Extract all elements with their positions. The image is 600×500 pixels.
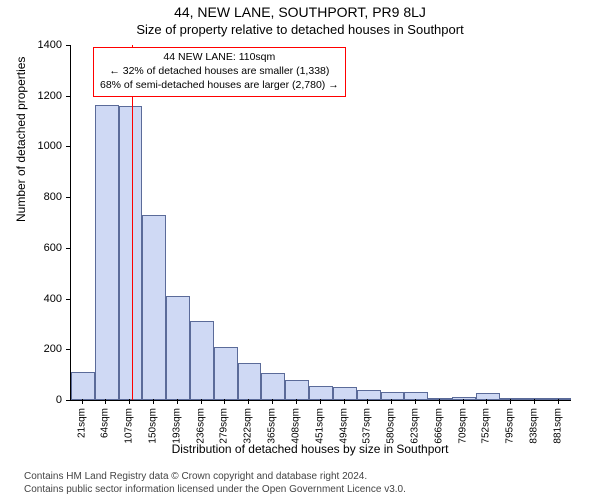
- histogram-bar: [404, 392, 428, 400]
- histogram-bar: [285, 380, 309, 400]
- x-tick-mark: [320, 399, 321, 404]
- x-tick-mark: [558, 399, 559, 404]
- annotation-line: 68% of semi-detached houses are larger (…: [100, 78, 339, 92]
- x-tick-label: 408sqm: [290, 408, 301, 444]
- x-axis-label: Distribution of detached houses by size …: [0, 442, 600, 456]
- x-tick-label: 451sqm: [314, 408, 325, 444]
- x-tick-label: 838sqm: [529, 408, 540, 444]
- chart-container: 44, NEW LANE, SOUTHPORT, PR9 8LJ Size of…: [0, 0, 600, 500]
- x-tick-mark: [224, 399, 225, 404]
- x-tick-label: 881sqm: [552, 408, 563, 444]
- x-tick-label: 107sqm: [124, 408, 135, 444]
- x-tick-label: 21sqm: [76, 408, 87, 438]
- x-tick-label: 795sqm: [505, 408, 516, 444]
- y-tick-label: 600: [44, 242, 62, 254]
- y-tick-label: 800: [44, 191, 62, 203]
- x-tick-label: 150sqm: [148, 408, 159, 444]
- x-tick-label: 709sqm: [457, 408, 468, 444]
- histogram-bar: [71, 372, 95, 400]
- x-tick-mark: [129, 399, 130, 404]
- x-tick-label: 279sqm: [219, 408, 230, 444]
- x-tick-label: 64sqm: [100, 408, 111, 438]
- annotation-line: 44 NEW LANE: 110sqm: [100, 50, 339, 64]
- histogram-bar: [428, 398, 452, 400]
- chart-subtitle: Size of property relative to detached ho…: [0, 22, 600, 37]
- x-tick-label: 537sqm: [362, 408, 373, 444]
- footer-line-1: Contains HM Land Registry data © Crown c…: [24, 470, 590, 483]
- y-tick-label: 0: [56, 394, 62, 406]
- x-tick-mark: [534, 399, 535, 404]
- x-tick-mark: [296, 399, 297, 404]
- x-tick-mark: [153, 399, 154, 404]
- histogram-bar: [309, 386, 333, 400]
- x-tick-mark: [391, 399, 392, 404]
- x-tick-mark: [439, 399, 440, 404]
- histogram-bar: [166, 296, 190, 400]
- histogram-bar: [547, 398, 571, 400]
- x-tick-label: 666sqm: [433, 408, 444, 444]
- histogram-bar: [333, 387, 357, 400]
- x-tick-mark: [463, 399, 464, 404]
- histogram-bar: [357, 390, 381, 400]
- histogram-bar: [381, 392, 405, 400]
- histogram-bar: [261, 373, 285, 400]
- x-tick-label: 236sqm: [195, 408, 206, 444]
- histogram-bar: [190, 321, 214, 400]
- histogram-bar: [214, 347, 238, 400]
- y-tick-label: 1000: [38, 140, 62, 152]
- chart-address-title: 44, NEW LANE, SOUTHPORT, PR9 8LJ: [0, 4, 600, 20]
- x-tick-label: 752sqm: [481, 408, 492, 444]
- x-tick-mark: [105, 399, 106, 404]
- x-tick-label: 365sqm: [267, 408, 278, 444]
- histogram-bar: [452, 397, 476, 400]
- x-tick-label: 494sqm: [338, 408, 349, 444]
- x-tick-label: 580sqm: [386, 408, 397, 444]
- x-tick-mark: [486, 399, 487, 404]
- x-tick-mark: [344, 399, 345, 404]
- histogram-bar: [95, 105, 119, 400]
- x-tick-mark: [415, 399, 416, 404]
- footer-attribution: Contains HM Land Registry data © Crown c…: [24, 470, 590, 496]
- x-tick-mark: [82, 399, 83, 404]
- histogram-bar: [523, 398, 547, 400]
- histogram-bar: [119, 106, 143, 400]
- y-tick-label: 1200: [38, 90, 62, 102]
- x-tick-mark: [248, 399, 249, 404]
- x-tick-label: 623sqm: [409, 408, 420, 444]
- x-tick-mark: [201, 399, 202, 404]
- histogram-bar: [142, 215, 166, 400]
- x-tick-mark: [272, 399, 273, 404]
- x-tick-mark: [367, 399, 368, 404]
- property-marker-line: [132, 45, 133, 400]
- plot-area: [70, 45, 571, 401]
- histogram-bar: [476, 393, 500, 400]
- annotation-callout: 44 NEW LANE: 110sqm← 32% of detached hou…: [93, 47, 346, 97]
- histogram-bar: [500, 398, 524, 400]
- x-tick-mark: [510, 399, 511, 404]
- y-tick-label: 400: [44, 293, 62, 305]
- x-tick-label: 193sqm: [171, 408, 182, 444]
- y-axis-label: Number of detached properties: [14, 57, 28, 222]
- x-tick-label: 322sqm: [243, 408, 254, 444]
- annotation-line: ← 32% of detached houses are smaller (1,…: [100, 64, 339, 78]
- y-tick-label: 1400: [38, 39, 62, 51]
- y-tick-label: 200: [44, 343, 62, 355]
- histogram-bar: [238, 363, 262, 400]
- footer-line-2: Contains public sector information licen…: [24, 483, 590, 496]
- x-tick-mark: [177, 399, 178, 404]
